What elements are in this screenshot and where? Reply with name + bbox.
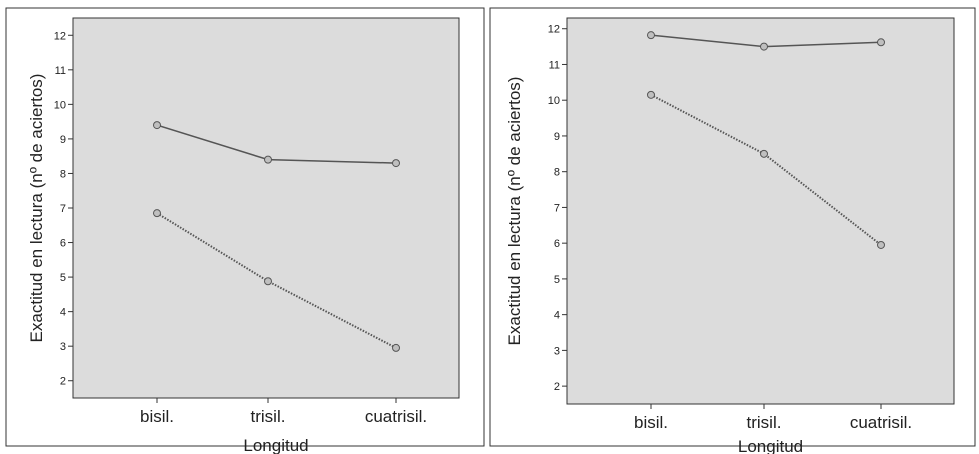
data-point [647, 31, 655, 40]
data-point [153, 121, 161, 130]
x-tick-label: cuatrisil. [850, 413, 912, 432]
y-tick-label: 4 [60, 307, 66, 319]
data-point [647, 90, 655, 99]
x-tick-label: bisil. [634, 413, 668, 432]
x-tick-label: cuatrisil. [365, 407, 427, 426]
y-tick-label: 11 [549, 59, 560, 71]
data-point [264, 155, 272, 164]
y-tick-label: 2 [60, 376, 66, 388]
x-tick-label: bisil. [140, 407, 174, 426]
y-tick-label: 9 [554, 131, 560, 143]
data-point [760, 42, 768, 51]
y-tick-label: 12 [54, 30, 66, 42]
plot-area [566, 17, 955, 405]
x-tick-label: trisil. [747, 413, 782, 432]
y-tick-label: 12 [548, 24, 560, 36]
y-tick-label: 9 [60, 134, 66, 146]
y-tick-label: 10 [54, 99, 66, 111]
plot-area [72, 17, 460, 399]
x-axis-label: Longitud [738, 437, 803, 454]
y-tick-label: 6 [554, 238, 560, 250]
y-tick-label: 7 [554, 202, 560, 214]
y-tick-label: 8 [554, 167, 560, 179]
y-tick-label: 6 [60, 238, 66, 250]
y-tick-label: 2 [554, 381, 560, 393]
y-tick-label: 4 [554, 310, 560, 322]
chart-2: 2 3 4 5 6 7 8 9 10 11 12 bisil. trisil. cuatrisil. Lon… [489, 7, 976, 454]
data-point [153, 209, 161, 218]
data-point [392, 343, 400, 352]
y-axis-label: Exactitud en lectura (nº de aciertos) [505, 77, 524, 346]
y-tick-label: 5 [60, 272, 66, 284]
y-tick-label: 11 [55, 65, 66, 77]
y-tick-label: 8 [60, 168, 66, 180]
x-axis-label: Longitud [243, 436, 308, 454]
data-point [877, 38, 885, 47]
y-tick-label: 7 [60, 203, 66, 215]
chart-1: 2 3 4 5 6 7 8 9 10 11 12 bisil. trisil. cuatrisil. Lon… [5, 7, 485, 454]
data-point [877, 240, 885, 249]
y-tick-label: 3 [60, 341, 66, 353]
y-axis-label: Exactitud en lectura (nº de aciertos) [27, 74, 46, 343]
y-tick-label: 10 [548, 95, 560, 107]
data-point [760, 149, 768, 158]
data-point [264, 277, 272, 286]
x-tick-label: trisil. [251, 407, 286, 426]
y-tick-label: 5 [554, 274, 560, 286]
y-tick-label: 3 [554, 345, 560, 357]
data-point [392, 159, 400, 168]
